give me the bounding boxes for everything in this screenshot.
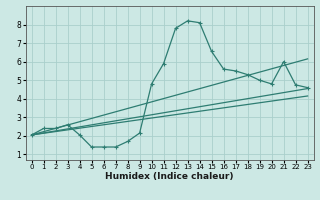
X-axis label: Humidex (Indice chaleur): Humidex (Indice chaleur) — [105, 172, 234, 181]
